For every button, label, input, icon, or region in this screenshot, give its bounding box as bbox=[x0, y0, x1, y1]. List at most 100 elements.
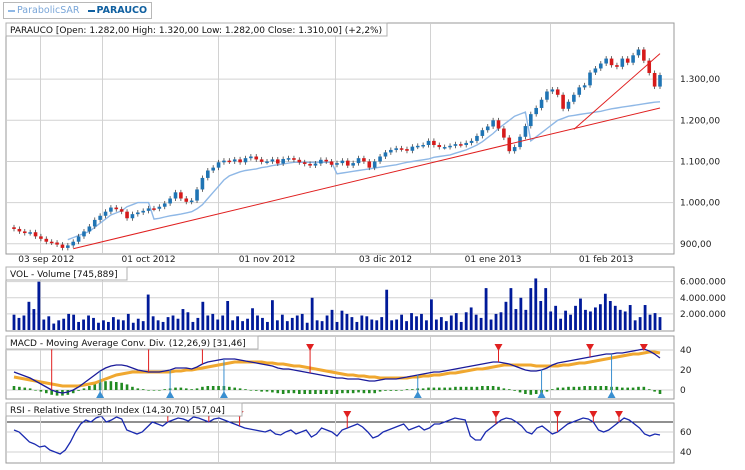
macd-histogram-bar bbox=[152, 390, 156, 391]
macd-histogram-bar bbox=[513, 390, 516, 391]
trendline bbox=[73, 107, 661, 250]
macd-histogram-bar bbox=[346, 390, 350, 394]
macd-histogram-bar bbox=[82, 388, 86, 390]
candle-body bbox=[588, 72, 592, 86]
volume-bar bbox=[410, 313, 413, 330]
macd-histogram-bar bbox=[308, 390, 312, 394]
candle-body bbox=[275, 159, 280, 164]
volume-bar bbox=[405, 321, 408, 330]
price-x-tick-label: 01 feb 2013 bbox=[579, 255, 634, 265]
candle-body bbox=[652, 72, 657, 87]
legend-item-sar[interactable]: ParabolicSAR bbox=[8, 5, 80, 16]
volume-bar bbox=[549, 311, 553, 330]
candle-body bbox=[249, 156, 253, 159]
macd-histogram-bar bbox=[572, 386, 576, 390]
candle-body bbox=[604, 58, 608, 64]
macd-histogram-bar bbox=[497, 386, 500, 390]
macd-histogram-bar bbox=[475, 386, 479, 390]
candle-body bbox=[17, 228, 22, 232]
volume-bar bbox=[554, 305, 558, 330]
volume-bar bbox=[176, 318, 180, 330]
volume-bar bbox=[594, 307, 597, 330]
macd-histogram-bar bbox=[524, 390, 527, 394]
macd-histogram-bar bbox=[518, 390, 522, 393]
candle-body bbox=[238, 159, 242, 163]
candle-body bbox=[71, 241, 76, 246]
candle-body bbox=[179, 192, 183, 199]
price-x-tick-label: 01 ene 2013 bbox=[465, 255, 522, 265]
macd-histogram-bar bbox=[481, 386, 484, 390]
price-x-tick-label: 03 sep 2012 bbox=[18, 255, 74, 265]
volume-bar bbox=[191, 321, 195, 330]
volume-bar bbox=[107, 321, 110, 330]
volume-bar bbox=[529, 288, 533, 330]
candle-body bbox=[615, 65, 619, 67]
volume-bar bbox=[539, 301, 543, 330]
price-y-tick-label: 900,00 bbox=[680, 240, 712, 250]
rsi-y-tick-label: 40 bbox=[680, 448, 692, 458]
macd-histogram-bar bbox=[491, 386, 495, 390]
legend-label-main: PARAUCO bbox=[96, 5, 148, 16]
volume-bar bbox=[275, 320, 279, 330]
trendline bbox=[573, 53, 661, 130]
candle-body bbox=[12, 227, 16, 229]
macd-histogram-bar bbox=[588, 386, 592, 390]
macd-panel-title: MACD - Moving Average Conv. Div. (12,26,… bbox=[10, 339, 246, 349]
macd-histogram-bar bbox=[405, 389, 409, 390]
volume-bar bbox=[295, 315, 299, 330]
macd-histogram-bar bbox=[104, 381, 107, 390]
legend-swatch-sar bbox=[8, 9, 15, 12]
candle-body bbox=[502, 128, 506, 138]
candle-body bbox=[189, 200, 194, 203]
candle-body bbox=[437, 145, 442, 148]
macd-histogram-bar bbox=[50, 390, 53, 395]
macd-histogram-bar bbox=[125, 384, 129, 390]
candle-body bbox=[87, 226, 92, 232]
candle-body bbox=[82, 231, 86, 237]
candle-body bbox=[44, 238, 49, 242]
macd-histogram-bar bbox=[421, 388, 425, 390]
macd-histogram-bar bbox=[373, 390, 376, 394]
candle-body bbox=[227, 160, 232, 163]
volume-bar bbox=[484, 288, 488, 330]
candle-body bbox=[259, 159, 264, 162]
macd-histogram-bar bbox=[254, 390, 258, 391]
macd-buy-marker bbox=[166, 391, 175, 398]
macd-y-tick-label: 40 bbox=[680, 346, 692, 356]
volume-bar bbox=[603, 293, 607, 330]
macd-histogram-bar bbox=[206, 386, 210, 390]
legend-item-main[interactable]: PARAUCO bbox=[87, 5, 148, 16]
candle-body bbox=[173, 192, 178, 199]
macd-histogram-bar bbox=[136, 388, 140, 390]
macd-histogram-bar bbox=[303, 390, 306, 394]
macd-histogram-bar bbox=[486, 386, 490, 390]
candle-body bbox=[480, 130, 485, 136]
volume-bar bbox=[62, 318, 66, 330]
volume-bar bbox=[246, 318, 249, 330]
volume-bar bbox=[514, 309, 518, 330]
macd-histogram-bar bbox=[599, 386, 603, 390]
macd-y-tick-label: 20 bbox=[680, 366, 692, 376]
candle-body bbox=[114, 207, 119, 210]
macd-buy-marker bbox=[413, 391, 422, 398]
volume-title-box bbox=[5, 266, 128, 281]
volume-bar bbox=[17, 317, 21, 330]
macd-histogram-bar bbox=[265, 390, 269, 392]
candle-body bbox=[98, 215, 102, 220]
macd-histogram-bar bbox=[158, 390, 161, 391]
macd-histogram-bar bbox=[276, 390, 280, 394]
volume-bar bbox=[305, 322, 309, 330]
volume-bar bbox=[464, 312, 468, 330]
macd-histogram-bar bbox=[389, 390, 393, 391]
candle-body bbox=[162, 203, 167, 207]
volume-bar bbox=[186, 312, 190, 330]
macd-histogram-bar bbox=[368, 390, 371, 394]
candle-body bbox=[485, 126, 490, 131]
candle-body bbox=[421, 145, 425, 147]
volume-bar bbox=[628, 305, 632, 330]
candle-body bbox=[206, 170, 210, 178]
rsi-line bbox=[13, 415, 661, 455]
volume-bar bbox=[285, 321, 289, 330]
macd-line bbox=[13, 348, 661, 394]
